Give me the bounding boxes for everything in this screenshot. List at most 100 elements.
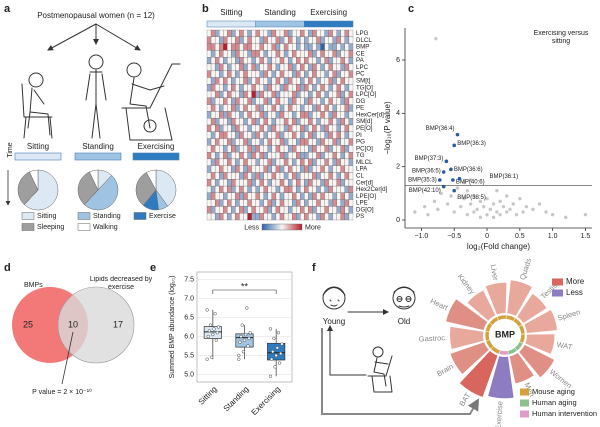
heatmap-cell: [231, 29, 236, 37]
heatmap-cell: [243, 63, 248, 71]
heatmap-cell: [324, 97, 329, 105]
heatmap-cell: [206, 97, 212, 105]
heatmap-cell: [283, 57, 289, 65]
heatmap-cell: [243, 36, 248, 44]
heatmap-cell: [292, 97, 297, 105]
heatmap-cell: [275, 43, 281, 51]
point: [452, 210, 456, 214]
heatmap-cell: [300, 158, 305, 166]
legend-swatch: [520, 388, 529, 396]
heatmap-cell: [304, 111, 309, 119]
heatmap-cell: [348, 131, 354, 139]
heatmap-cell: [300, 57, 305, 65]
heatmap-cell: [304, 152, 309, 160]
radial-label: Liver: [489, 264, 501, 282]
heatmap-cell: [219, 70, 224, 78]
heatmap-cell: [328, 158, 333, 166]
heatmap-cell: [312, 84, 317, 92]
heatmap-cell: [328, 84, 333, 92]
heatmap-cell: [263, 104, 268, 112]
heatmap-cell: [206, 206, 212, 214]
heatmap-cell: [300, 179, 305, 187]
heatmap-cell: [247, 77, 252, 85]
heatmap-cell: [263, 158, 268, 166]
heatmap-cell: [263, 172, 268, 180]
venn-count: 25: [23, 319, 33, 329]
heatmap-cell: [328, 185, 333, 193]
heatmap-cell: [247, 213, 252, 221]
heatmap-cell: [267, 124, 273, 132]
row-label: LPC[O]: [356, 91, 377, 98]
heatmap-cell: [251, 206, 256, 214]
heatmap-cell: [316, 179, 321, 187]
heatmap-cell: [214, 124, 220, 132]
point: [505, 210, 509, 214]
heatmap-cell: [312, 213, 317, 221]
heatmap-cell: [251, 43, 256, 51]
heatmap-cell: [308, 185, 313, 193]
heatmap-cell: [267, 111, 273, 119]
heatmap-cell: [214, 57, 220, 65]
heatmap-cell: [332, 179, 337, 187]
heatmap-cell: [263, 165, 268, 173]
y-tick-label: 5.0: [184, 371, 194, 378]
heatmap-cell: [227, 43, 232, 51]
heatmap-cell: [292, 70, 297, 78]
heatmap-cell: [279, 152, 285, 160]
heatmap-cell: [259, 199, 264, 207]
significance: **: [241, 281, 249, 291]
heatmap-cell: [227, 165, 232, 173]
heatmap-cell: [336, 131, 341, 139]
heatmap-cell: [340, 165, 346, 173]
y-axis-label: Time: [7, 142, 14, 157]
heatmap-cell: [214, 90, 220, 98]
heatmap-cell: [296, 192, 301, 200]
heatmap-cell: [279, 29, 285, 37]
heatmap-cell: [239, 118, 244, 126]
point: [465, 188, 470, 193]
point: [205, 357, 209, 361]
pie-slice: [83, 175, 119, 211]
point: [237, 357, 241, 361]
heatmap-cell: [304, 213, 309, 221]
heatmap-cell: [320, 77, 325, 85]
row-label: CL: [356, 173, 364, 180]
venn-label: BMPs: [24, 282, 43, 289]
heatmap-cell: [283, 192, 289, 200]
heatmap-cell: [320, 118, 325, 126]
heatmap-cell: [287, 179, 293, 187]
heatmap-cell: [271, 145, 277, 153]
row-label: LPC: [356, 64, 369, 71]
heatmap-cell: [255, 192, 260, 200]
heatmap-cell: [279, 97, 285, 105]
point: [521, 210, 525, 214]
heatmap-cell: [279, 213, 285, 221]
heatmap-cell: [344, 138, 350, 146]
pie-slice: [89, 169, 99, 191]
heatmap-cell: [328, 29, 333, 37]
point: [488, 207, 492, 212]
heatmap-cell: [219, 131, 224, 139]
heatmap-cell: [219, 145, 224, 153]
heatmap-cell: [287, 145, 293, 153]
heatmap-cell: [247, 131, 252, 139]
heatmap-cell: [324, 70, 329, 78]
heatmap-cell: [251, 145, 256, 153]
point: [537, 202, 542, 206]
heatmap-cell: [263, 206, 268, 214]
point: [498, 199, 502, 204]
heatmap-cell: [324, 145, 329, 153]
heatmap-cell: [239, 29, 244, 37]
heatmap-cell: [206, 138, 212, 146]
heatmap-cell: [324, 185, 329, 193]
point: [207, 329, 212, 333]
heatmap-cell: [206, 43, 212, 51]
heatmap-cell: [255, 199, 260, 207]
heatmap-cell: [227, 90, 232, 98]
heatmap-cell: [344, 152, 350, 160]
heatmap-cell: [279, 206, 285, 214]
heatmap-cell: [227, 179, 232, 187]
heatmap-cell: [267, 138, 273, 146]
heatmap-cell: [227, 63, 232, 71]
point: [468, 178, 473, 182]
